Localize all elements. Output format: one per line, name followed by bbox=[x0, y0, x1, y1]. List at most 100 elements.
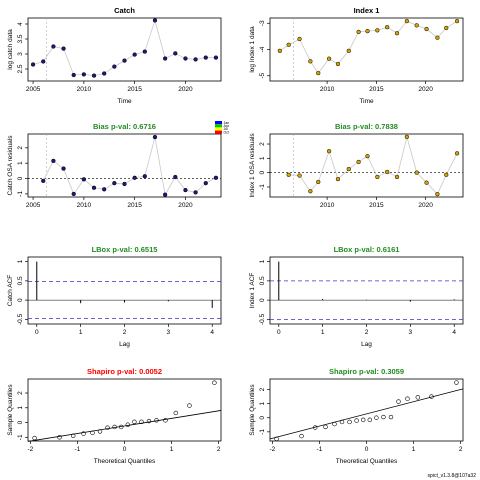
y-tick-label: 0.5 bbox=[259, 276, 266, 285]
data-point bbox=[316, 70, 321, 76]
season-label: Oct bbox=[224, 130, 230, 134]
x-tick-label: 2 bbox=[365, 329, 369, 336]
data-point bbox=[203, 181, 208, 186]
panel-title: LBox p-val: 0.6515 bbox=[92, 245, 158, 254]
data-point bbox=[41, 178, 46, 184]
x-tick-label: 1 bbox=[412, 446, 416, 453]
x-tick-label: 2020 bbox=[418, 202, 433, 209]
panel-title: Catch bbox=[114, 6, 135, 15]
season-color-swatch bbox=[215, 121, 222, 125]
plot-frame bbox=[27, 133, 222, 198]
data-point bbox=[112, 181, 117, 186]
y-tick-label: -5 bbox=[259, 72, 266, 78]
data-point bbox=[435, 35, 440, 40]
catch-qq-panel: Shapiro p-val: 0.0052-2 -1 0 1 2-1012Theoret… bbox=[7, 367, 222, 465]
data-point bbox=[424, 180, 429, 185]
qq-point bbox=[57, 435, 62, 440]
y-tick-label: 2.5 bbox=[17, 64, 24, 73]
x-tick-label: 2010 bbox=[320, 202, 335, 209]
data-point bbox=[122, 181, 127, 187]
x-tick-label: -2 bbox=[27, 446, 33, 453]
qq-point bbox=[163, 418, 168, 423]
qq-point bbox=[405, 396, 410, 401]
data-point bbox=[193, 190, 198, 195]
qq-point bbox=[32, 435, 37, 441]
data-point bbox=[152, 134, 158, 140]
data-point bbox=[132, 175, 137, 180]
y-tick-label: -1 bbox=[17, 434, 24, 440]
data-point bbox=[385, 25, 390, 30]
data-point bbox=[335, 176, 341, 182]
index-data-panel: Index 1 2010 2015 2020 -5 -4 -3 Time log Index 1… bbox=[249, 6, 464, 105]
data-point bbox=[385, 169, 390, 175]
y-tick-label: 1 bbox=[17, 406, 24, 410]
data-point bbox=[193, 57, 198, 62]
data-point bbox=[61, 46, 66, 51]
data-point bbox=[375, 174, 380, 180]
data-point bbox=[316, 179, 321, 185]
data-point bbox=[51, 158, 56, 164]
data-point bbox=[203, 55, 208, 60]
qq-point bbox=[81, 431, 86, 436]
data-point bbox=[102, 71, 107, 76]
data-point bbox=[404, 134, 410, 140]
data-point bbox=[173, 174, 178, 180]
x-axis-label: Lag bbox=[361, 341, 372, 348]
qq-point bbox=[187, 403, 192, 408]
data-point bbox=[142, 174, 147, 179]
qq-point bbox=[354, 418, 359, 423]
qq-point bbox=[90, 430, 95, 436]
data-point bbox=[365, 28, 370, 34]
y-tick-label: 2 bbox=[259, 142, 266, 146]
x-tick-label: -1 bbox=[317, 446, 323, 453]
qq-point bbox=[112, 424, 117, 430]
data-point bbox=[213, 55, 219, 60]
y-tick-label: 0 bbox=[259, 170, 266, 174]
season-label: Apr bbox=[224, 124, 230, 128]
data-point bbox=[308, 189, 313, 194]
panel-title: LBox p-val: 0.6161 bbox=[334, 245, 400, 254]
y-tick-label: 2 bbox=[259, 387, 266, 391]
x-tick-label: 2015 bbox=[369, 86, 384, 93]
x-tick-label: 2005 bbox=[26, 86, 41, 93]
catch-osa-residuals-panel: Bias p-val: 0.6716 2005 2010 2015 2020 -1 0 1 2C… bbox=[7, 122, 222, 209]
version-label: spict_v1.3.8@107a32 bbox=[428, 473, 477, 479]
data-point bbox=[71, 72, 76, 78]
qq-point bbox=[125, 422, 130, 427]
data-point bbox=[394, 174, 400, 180]
x-tick-label: 2020 bbox=[178, 202, 193, 209]
data-point bbox=[404, 19, 410, 24]
data-point bbox=[454, 151, 460, 156]
data-point bbox=[162, 192, 168, 197]
data-point bbox=[183, 187, 188, 193]
x-tick-label: 1 bbox=[170, 446, 174, 453]
qq-point bbox=[312, 425, 318, 430]
x-tick-label: 1 bbox=[321, 329, 325, 336]
panel-title: Index 1 bbox=[354, 6, 380, 15]
qq-point bbox=[139, 419, 144, 425]
index-qq-panel: Shapiro p-val: 0.3059 -2 -1 0 1 2 -1 0 1 2 Theoret… bbox=[249, 367, 464, 465]
season-color-swatch bbox=[215, 127, 222, 131]
y-tick-label: -0.5 bbox=[259, 313, 266, 325]
y-tick-label: 0.5 bbox=[17, 276, 24, 285]
qq-point bbox=[415, 395, 421, 400]
y-axis-label: Sample Quantiles bbox=[7, 384, 14, 436]
data-point bbox=[297, 36, 302, 42]
qq-point bbox=[212, 380, 217, 385]
x-tick-label: 2010 bbox=[320, 86, 335, 93]
data-point bbox=[297, 173, 302, 178]
data-point bbox=[286, 42, 291, 47]
season-label: Jul bbox=[224, 127, 229, 131]
data-point bbox=[308, 59, 313, 64]
data-point bbox=[435, 191, 440, 197]
panel-title: Shapiro p-val: 0.0052 bbox=[87, 367, 162, 376]
y-tick-label: 0 bbox=[17, 420, 24, 424]
data-point bbox=[81, 72, 87, 77]
y-tick-label: 0 bbox=[259, 416, 266, 420]
x-tick-label: -2 bbox=[269, 446, 275, 453]
data-point bbox=[277, 48, 282, 53]
qq-point bbox=[70, 433, 76, 439]
qq-point bbox=[454, 380, 459, 385]
y-tick-label: 1 bbox=[259, 156, 266, 160]
